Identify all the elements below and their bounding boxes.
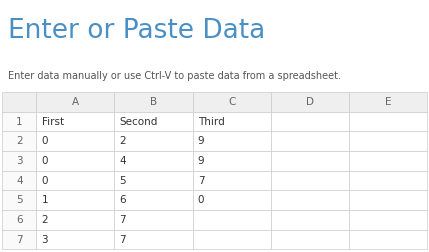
Bar [349,191,427,210]
Text: Enter or Paste Data: Enter or Paste Data [8,18,265,44]
Bar [193,210,271,230]
Text: 3: 3 [16,156,23,166]
Bar [36,112,115,131]
Text: Third: Third [198,116,224,127]
Bar [36,151,115,171]
Bar [193,230,271,249]
Text: 9: 9 [198,156,204,166]
Bar [2,171,36,191]
Text: 5: 5 [16,195,23,205]
Text: 6: 6 [120,195,126,205]
Bar [349,230,427,249]
Bar [349,112,427,131]
Text: 7: 7 [120,215,126,225]
Bar [349,92,427,112]
Bar [36,131,115,151]
Text: 7: 7 [198,176,204,185]
Text: 2: 2 [16,136,23,146]
Bar [115,112,193,131]
Text: 5: 5 [120,176,126,185]
Bar [115,131,193,151]
Text: 0: 0 [198,195,204,205]
Text: Second: Second [120,116,158,127]
Text: 4: 4 [120,156,126,166]
Text: 1: 1 [42,195,48,205]
Bar [349,210,427,230]
Bar [271,230,349,249]
Bar [2,112,36,131]
Bar [36,230,115,249]
Bar [271,191,349,210]
Text: 6: 6 [16,215,23,225]
Bar [2,131,36,151]
Bar [271,151,349,171]
Bar [271,112,349,131]
Bar [36,171,115,191]
Text: 0: 0 [42,136,48,146]
Bar [115,191,193,210]
Bar [36,191,115,210]
Bar [193,171,271,191]
Text: 4: 4 [16,176,23,185]
Bar [2,151,36,171]
Text: C: C [228,97,236,107]
Bar [271,171,349,191]
Bar [193,191,271,210]
Bar [193,92,271,112]
Bar [36,92,115,112]
Text: 0: 0 [42,176,48,185]
Text: First: First [42,116,63,127]
Bar [193,151,271,171]
Bar [349,151,427,171]
Bar [271,210,349,230]
Bar [2,210,36,230]
Text: 0: 0 [42,156,48,166]
Bar [2,92,36,112]
Bar [115,230,193,249]
Text: D: D [306,97,314,107]
Bar [115,151,193,171]
Text: 7: 7 [120,235,126,245]
Text: 3: 3 [42,235,48,245]
Text: 2: 2 [120,136,126,146]
Text: 9: 9 [198,136,204,146]
Text: Enter data manually or use Ctrl-V to paste data from a spreadsheet.: Enter data manually or use Ctrl-V to pas… [8,71,341,81]
Bar [115,171,193,191]
Bar [36,210,115,230]
Text: 7: 7 [16,235,23,245]
Text: 1: 1 [16,116,23,127]
Bar [271,131,349,151]
Bar [2,230,36,249]
Bar [193,112,271,131]
Bar [349,131,427,151]
Bar [271,92,349,112]
Bar [193,131,271,151]
Bar [349,171,427,191]
Text: A: A [72,97,79,107]
Bar [2,191,36,210]
Bar [115,210,193,230]
Text: B: B [150,97,157,107]
Text: 2: 2 [42,215,48,225]
Bar [115,92,193,112]
Text: E: E [384,97,391,107]
